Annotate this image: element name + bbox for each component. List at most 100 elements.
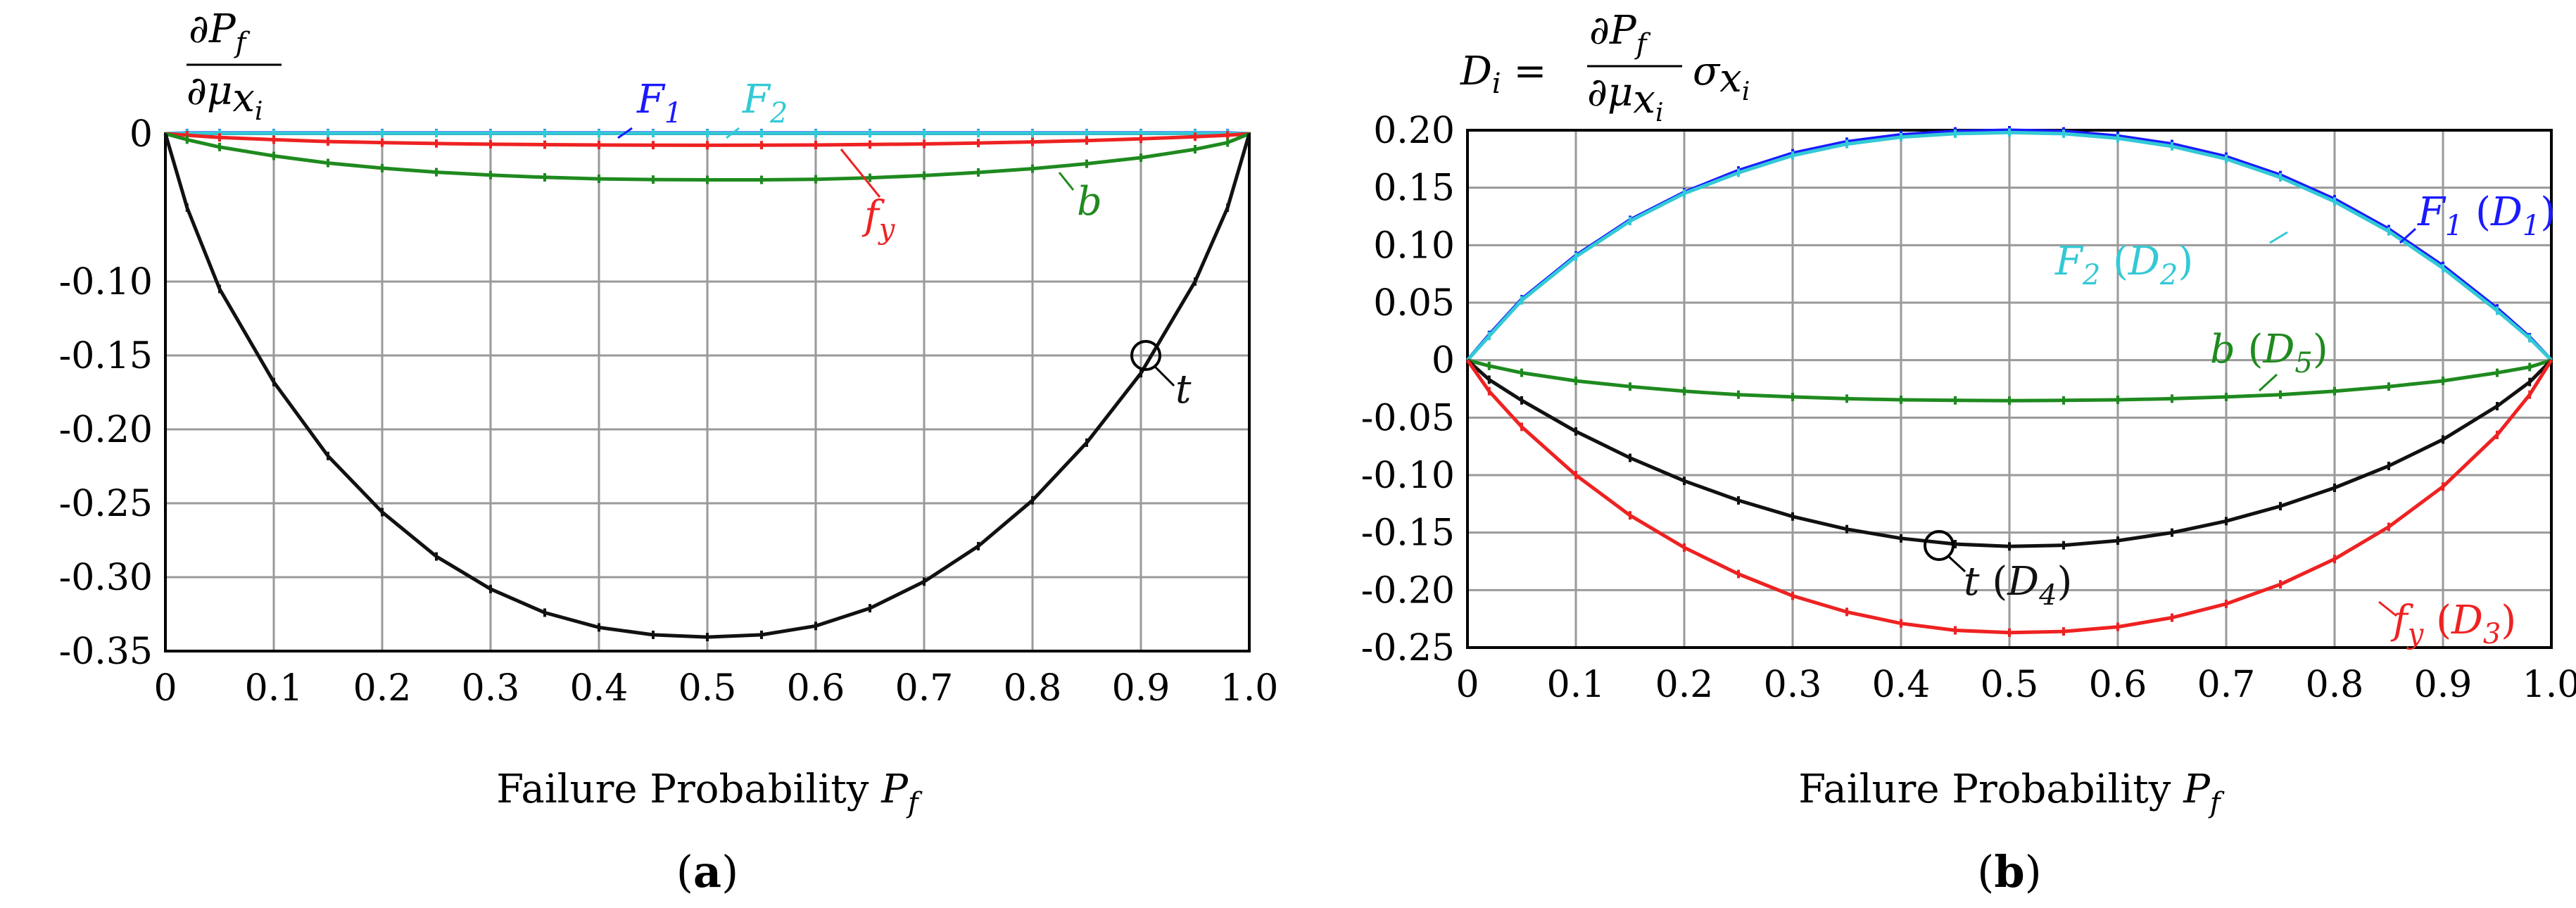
svg-text:∂μxi: ∂μxi: [187, 68, 263, 126]
panel-a-y-ticks: 0 -0.10 -0.15 -0.20 -0.25 -0.30 -0.35: [59, 113, 153, 673]
panel-b-y-label-den-sub: x: [1633, 77, 1655, 122]
panel-b: 0.200.150.100.050-0.05-0.10-0.15-0.20-0.…: [1361, 8, 2576, 897]
panel-b-y-label-tail: σ: [1693, 49, 1721, 94]
label-b-b-paren-sub: 5: [2294, 347, 2312, 379]
panel-a-y-label-den-subsub: i: [255, 97, 263, 126]
panel-a-y-tick-5: -0.30: [59, 557, 153, 599]
svg-text:∂Pf: ∂Pf: [189, 6, 251, 59]
panel-a-series: [163, 128, 1251, 642]
panel-b-x-tick-5: 0.5: [1981, 664, 2039, 706]
panel-b-x-tick-2: 0.2: [1655, 664, 1714, 706]
panel-b-y-tick-9: -0.25: [1361, 627, 1455, 669]
panel-b-y-label-lhs: D: [1460, 49, 1492, 94]
panel-b-x-tick-3: 0.3: [1764, 664, 1822, 706]
panel-b-label-letter: b: [1994, 846, 2024, 897]
panel-b-x-tick-6: 0.6: [2089, 664, 2147, 706]
panel-b-y-label-num: ∂P: [1589, 8, 1637, 53]
panel-b-x-tick-7: 0.7: [2197, 664, 2256, 706]
label-leader-F2-b: [2269, 231, 2288, 244]
panel-a-x-tick-8: 0.8: [1004, 667, 1062, 710]
panel-a-y-label-num-sub: f: [234, 27, 251, 59]
panel-a-y-tick-0: 0: [130, 113, 153, 156]
panel-a-x-label-var: P: [880, 767, 909, 812]
svg-text:Di =: Di =: [1460, 49, 1546, 100]
label-F1-a-sub: 1: [664, 97, 682, 130]
panel-a-y-label-den: ∂μ: [187, 68, 232, 114]
panel-b-y-label-num-sub: f: [1634, 28, 1651, 61]
label-F1-b-paren: D: [2490, 189, 2523, 235]
panel-a-y-label-num: ∂P: [189, 6, 236, 52]
panel-b-y-label-eq: =: [1501, 49, 1547, 94]
label-F2-b: F: [2054, 239, 2084, 284]
panel-b-x-label-text: Failure Probability: [1798, 767, 2183, 812]
svg-text:F1 (D1): F1 (D1): [2417, 189, 2556, 242]
svg-text:fy: fy: [861, 193, 896, 246]
panel-b-y-ticks: 0.20 0.15 0.10 0.05 0 -0.05 -0.10 -0.15 -0.20 -0.…: [1361, 110, 1455, 669]
label-fy-a-sub: y: [878, 213, 896, 246]
panel-a-y-tick-4: -0.25: [59, 483, 153, 525]
panel-a-label: (a): [676, 846, 739, 897]
panel-b-y-label-den-subsub: i: [1655, 99, 1664, 127]
panel-b-x-tick-0: 0: [1456, 664, 1479, 706]
label-leader-t-a: [1153, 365, 1175, 387]
panel-b-series-labels: F1 (D1) F2 (D2) b (D5) t (D4) fy (D3): [1924, 189, 2556, 650]
panel-a-x-tick-0: 0: [153, 667, 177, 710]
label-F1-b: F: [2417, 189, 2446, 235]
label-fy-b-paren: D: [2451, 598, 2483, 643]
panel-a-y-tick-2: -0.15: [59, 335, 153, 377]
panel-b-y-tick-1: 0.15: [1373, 168, 1455, 210]
panel-b-y-label-tail-subsub: i: [1742, 77, 1750, 106]
panel-b-x-tick-10: 1.0: [2523, 664, 2576, 706]
svg-text:F1: F1: [636, 77, 682, 130]
svg-text:fy (D3): fy (D3): [2390, 598, 2516, 650]
label-F1-a: F: [636, 77, 666, 122]
label-leader-F1-a: [617, 127, 633, 139]
panel-a-y-label: ∂Pf ∂μxi: [187, 6, 282, 126]
label-t-b-paren: D: [2007, 559, 2039, 605]
panel-a-x-tick-7: 0.7: [895, 667, 954, 710]
panel-a: 0-0.10-0.15-0.20-0.25-0.30-0.35 0 0.1 0.2 0…: [59, 6, 1279, 897]
panel-a-x-label: Failure Probability Pf: [496, 767, 923, 819]
panel-b-x-tick-1: 0.1: [1547, 664, 1605, 706]
panel-a-y-tick-6: -0.35: [59, 631, 153, 673]
panel-a-y-tick-3: -0.20: [59, 409, 153, 451]
panel-b-x-tick-8: 0.8: [2306, 664, 2364, 706]
panel-a-x-ticks: 0 0.1 0.2 0.3 0.4 0.5 0.6 0.7 0.8 0.9 1.0: [153, 667, 1278, 710]
panel-a-x-label-text: Failure Probability: [496, 767, 881, 812]
label-leader-F2-a: [726, 127, 740, 139]
panel-a-x-tick-5: 0.5: [678, 667, 737, 710]
label-F2-b-paren-sub: 2: [2159, 259, 2178, 291]
panel-b-y-tick-5: -0.05: [1361, 397, 1455, 439]
panel-a-x-label-sub: f: [906, 787, 923, 819]
svg-text:t (D4): t (D4): [1964, 559, 2072, 612]
label-b-b: b: [2210, 327, 2235, 372]
panel-b-t-marker: [1924, 530, 1955, 561]
label-F1-b-paren-sub: 1: [2523, 210, 2540, 242]
panel-a-label-letter: a: [693, 846, 721, 897]
panel-b-y-tick-8: -0.20: [1361, 569, 1455, 612]
panel-a-x-tick-6: 0.6: [787, 667, 845, 710]
svg-text:∂Pf: ∂Pf: [1589, 8, 1651, 61]
label-F2-a-sub: 2: [769, 97, 788, 130]
panel-a-x-tick-3: 0.3: [462, 667, 520, 710]
panel-b-y-tick-7: -0.15: [1361, 512, 1455, 555]
panel-a-x-tick-2: 0.2: [353, 667, 412, 710]
panel-b-x-label-var: P: [2183, 767, 2211, 812]
label-b-b-paren: D: [2263, 327, 2295, 372]
label-t-b: t: [1964, 559, 1980, 605]
panel-b-y-tick-2: 0.10: [1373, 225, 1455, 267]
svg-text:F2: F2: [742, 77, 788, 130]
label-fy-b-paren-sub: 3: [2483, 618, 2501, 650]
panel-b-y-label: Di = ∂Pf ∂μxi σxi: [1460, 8, 1750, 127]
label-leader-F1-b: [2399, 227, 2417, 244]
label-t-b-paren-sub: 4: [2038, 579, 2057, 612]
label-leader-fy-b: [2378, 600, 2397, 617]
label-leader-fy-a: [840, 149, 881, 198]
svg-text:∂μxi: ∂μxi: [1587, 70, 1663, 127]
panel-a-x-tick-9: 0.9: [1112, 667, 1170, 710]
label-b-a: b: [1077, 179, 1102, 225]
panel-a-y-label-den-sub: x: [232, 75, 255, 121]
label-F1-b-sub: 1: [2445, 210, 2463, 242]
panel-b-series: [1465, 126, 2553, 637]
